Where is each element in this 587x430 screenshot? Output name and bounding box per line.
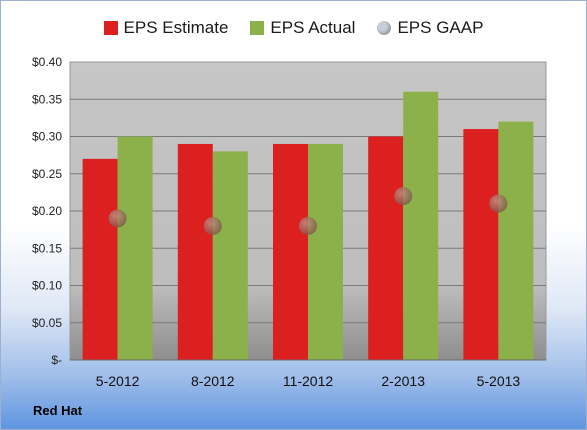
legend-swatch-eps-gaap (377, 21, 392, 35)
legend-swatch-eps-actual (250, 21, 265, 35)
bar-eps-actual (117, 136, 153, 360)
y-tick-label: $0.30 (32, 130, 62, 144)
company-label: Red Hat (33, 403, 83, 418)
bar-eps-actual (212, 151, 248, 360)
y-tick-label: $0.35 (32, 92, 62, 106)
point-eps-gaap (489, 194, 508, 213)
point-eps-gaap (108, 209, 127, 228)
bar-eps-estimate (82, 158, 118, 360)
bar-eps-estimate (177, 143, 213, 360)
bar-eps-actual (308, 143, 343, 360)
y-tick-label: $0.20 (32, 204, 62, 218)
bar-eps-actual (403, 91, 439, 361)
bar-eps-estimate (273, 143, 308, 360)
point-eps-gaap (299, 216, 317, 235)
point-eps-gaap (203, 216, 222, 235)
legend-label-eps-estimate: EPS Estimate (123, 18, 229, 37)
legend-item-eps-estimate: EPS Estimate (103, 18, 229, 38)
legend-label-eps-actual: EPS Actual (270, 18, 356, 37)
y-tick-label: $0.10 (32, 279, 62, 293)
x-tick-label: 2-2013 (381, 373, 425, 389)
x-tick-label: 5-2013 (477, 373, 521, 389)
x-tick-label: 11-2012 (283, 373, 334, 389)
legend-swatch-eps-estimate (103, 21, 118, 35)
legend-item-eps-actual: EPS Actual (250, 18, 355, 38)
point-eps-gaap (394, 187, 413, 206)
bar-eps-estimate (463, 129, 499, 360)
y-tick-label: $- (51, 353, 62, 367)
legend-label-eps-gaap: EPS GAAP (397, 18, 484, 37)
legend-item-eps-gaap: EPS GAAP (377, 18, 483, 38)
y-tick-label: $0.05 (32, 316, 62, 330)
legend: EPS Estimate EPS Actual EPS GAAP (0, 18, 587, 38)
y-tick-label: $0.25 (32, 167, 62, 181)
y-tick-label: $0.15 (32, 241, 62, 255)
bar-eps-estimate (368, 136, 404, 360)
x-tick-label: 8-2012 (191, 373, 235, 389)
bar-eps-actual (498, 121, 534, 360)
x-tick-label: 5-2012 (96, 373, 140, 389)
y-tick-label: $0.40 (32, 55, 62, 69)
